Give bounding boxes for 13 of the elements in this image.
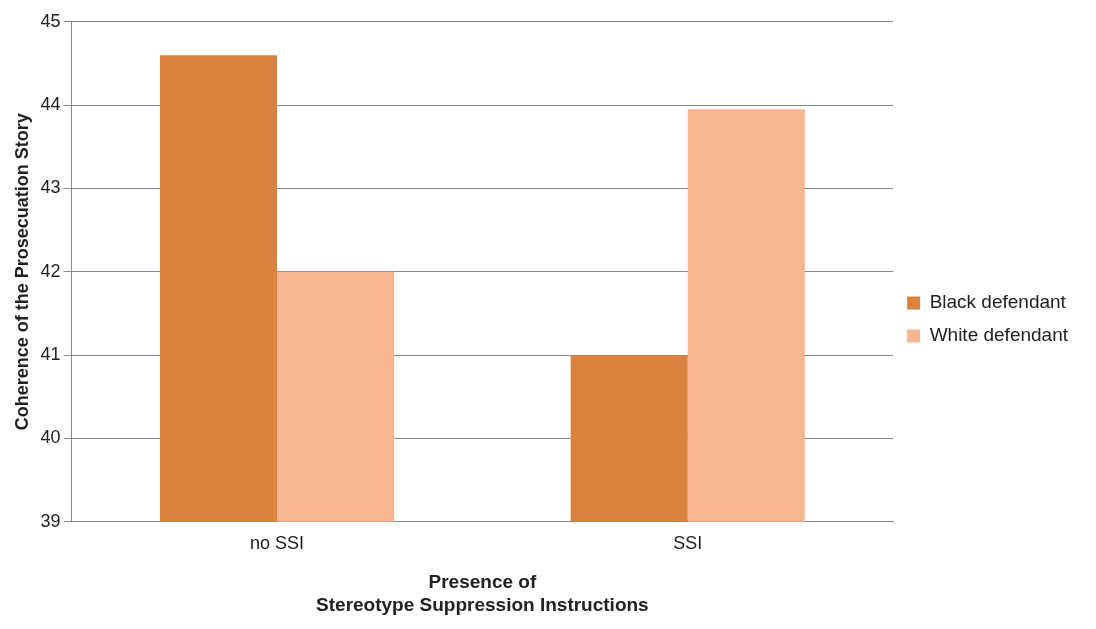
y-tick-label: 43	[40, 177, 61, 198]
x-axis-title: Presence of Stereotype Suppression Instructions	[316, 571, 649, 615]
x-tick-label: no SSI	[249, 532, 305, 553]
y-tick-label: 45	[40, 10, 61, 31]
y-tick-label: 41	[40, 344, 61, 365]
y-tick-label: 39	[40, 510, 61, 531]
y-tick-label: 44	[40, 94, 61, 115]
y-axis-title: Coherence of the Prosecuation Story	[11, 113, 32, 431]
legend-label: White defendant	[929, 324, 1069, 346]
y-tick-label: 42	[40, 260, 61, 281]
y-tick-label: 40	[40, 427, 61, 448]
legend-label: Black defendant	[929, 291, 1067, 313]
x-tick-label: SSI	[673, 532, 703, 553]
